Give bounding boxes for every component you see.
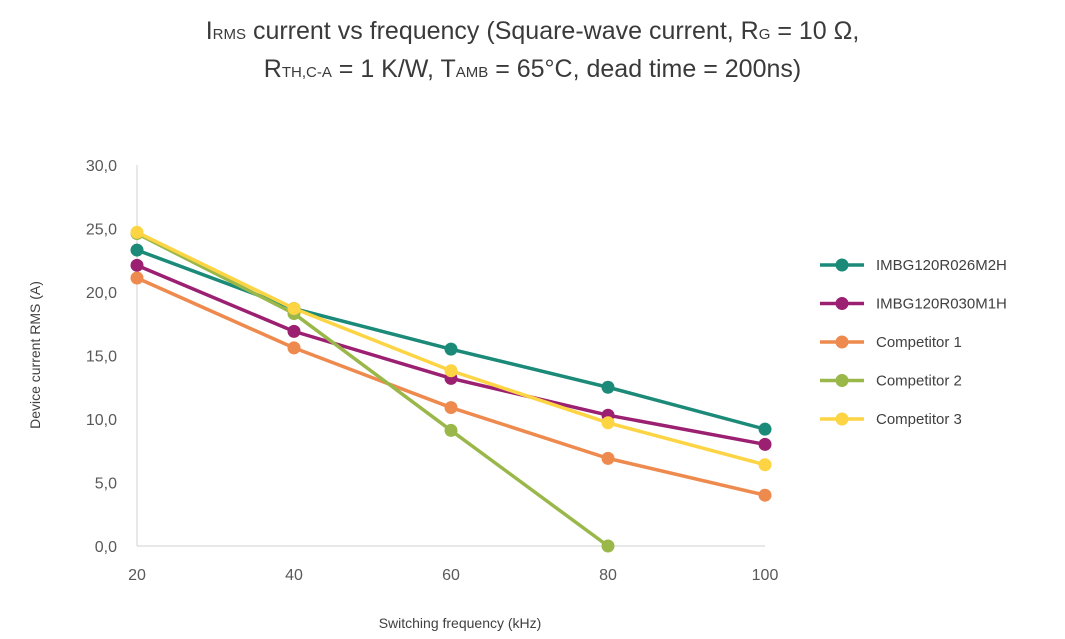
title-text: = 10 Ω, xyxy=(770,17,860,45)
y-tick-label: 5,0 xyxy=(95,476,117,493)
legend-label: Competitor 1 xyxy=(876,334,962,351)
data-point xyxy=(758,437,772,451)
y-tick-label: 20,0 xyxy=(86,285,117,302)
data-point xyxy=(444,364,458,378)
legend-label: IMBG120R030M1H xyxy=(876,296,1007,313)
y-tick-label: 10,0 xyxy=(86,412,117,429)
data-point xyxy=(130,225,144,239)
chart-title-line-2: RTH,C-A = 1 K/W, TAMB = 65°C, dead time … xyxy=(0,52,1065,90)
y-axis-title: Device current RMS (A) xyxy=(27,281,43,429)
chart-title-line-1: IRMS current vs frequency (Square-wave c… xyxy=(0,14,1065,52)
legend-item: Competitor 3 xyxy=(820,411,962,428)
chart-title: IRMS current vs frequency (Square-wave c… xyxy=(0,14,1065,90)
x-tick-label: 40 xyxy=(285,567,303,584)
title-subscript: RMS xyxy=(212,26,246,43)
data-point xyxy=(444,342,458,356)
data-point xyxy=(287,341,301,355)
legend-item: IMBG120R026M2H xyxy=(820,257,1007,274)
legend-label: Competitor 3 xyxy=(876,411,962,428)
data-point xyxy=(601,380,615,394)
data-point xyxy=(758,422,772,436)
title-subscript: TH,C-A xyxy=(281,64,332,81)
data-point xyxy=(758,488,772,502)
series-layer xyxy=(130,225,772,553)
legend-marker xyxy=(835,412,849,426)
title-text: R xyxy=(263,55,282,83)
data-point xyxy=(287,302,301,316)
x-tick-label: 20 xyxy=(128,567,146,584)
title-text: current vs frequency (Square-wave curren… xyxy=(246,17,759,45)
legend-item: IMBG120R030M1H xyxy=(820,296,1007,313)
series-group xyxy=(130,225,772,472)
data-point xyxy=(601,416,615,430)
legend-marker xyxy=(835,374,849,387)
legend-item: Competitor 1 xyxy=(820,334,962,351)
data-point xyxy=(444,401,458,415)
title-subscript: G xyxy=(758,26,771,43)
data-point xyxy=(287,324,301,338)
x-tick-label: 60 xyxy=(442,567,460,584)
legend-item: Competitor 2 xyxy=(820,373,962,390)
legend-label: Competitor 2 xyxy=(876,373,962,390)
title-subscript: AMB xyxy=(455,64,489,81)
y-tick-label: 15,0 xyxy=(86,349,117,366)
y-tick-label: 30,0 xyxy=(86,158,117,175)
data-point xyxy=(444,423,458,437)
legend-label: IMBG120R026M2H xyxy=(876,257,1007,274)
title-text: = 65°C, dead time = 200ns) xyxy=(488,55,802,83)
x-tick-labels: 20 40 60 80 100 xyxy=(128,567,778,584)
data-point xyxy=(130,258,144,272)
legend-marker xyxy=(835,297,849,310)
data-point xyxy=(130,243,144,257)
legend-marker xyxy=(835,335,849,349)
data-point xyxy=(758,458,772,472)
title-text: I xyxy=(205,17,213,45)
legend-marker xyxy=(835,258,849,272)
title-text: = 1 K/W, T xyxy=(331,55,456,83)
data-point xyxy=(130,271,144,285)
series-line xyxy=(136,232,610,548)
x-tick-label: 80 xyxy=(599,567,617,584)
y-tick-label: 25,0 xyxy=(86,222,117,239)
y-tick-labels: 0,0 5,0 10,0 15,0 20,0 25,0 30,0 xyxy=(86,158,117,556)
data-point xyxy=(601,539,615,553)
y-tick-label: 0,0 xyxy=(95,539,117,556)
series-line xyxy=(136,276,766,497)
x-tick-label: 100 xyxy=(752,567,779,584)
legend: IMBG120R026M2H IMBG120R030M1H Competitor 1… xyxy=(820,257,1007,428)
data-point xyxy=(601,451,615,465)
series-group xyxy=(130,271,772,502)
x-axis-title: Switching frequency (kHz) xyxy=(379,615,542,631)
